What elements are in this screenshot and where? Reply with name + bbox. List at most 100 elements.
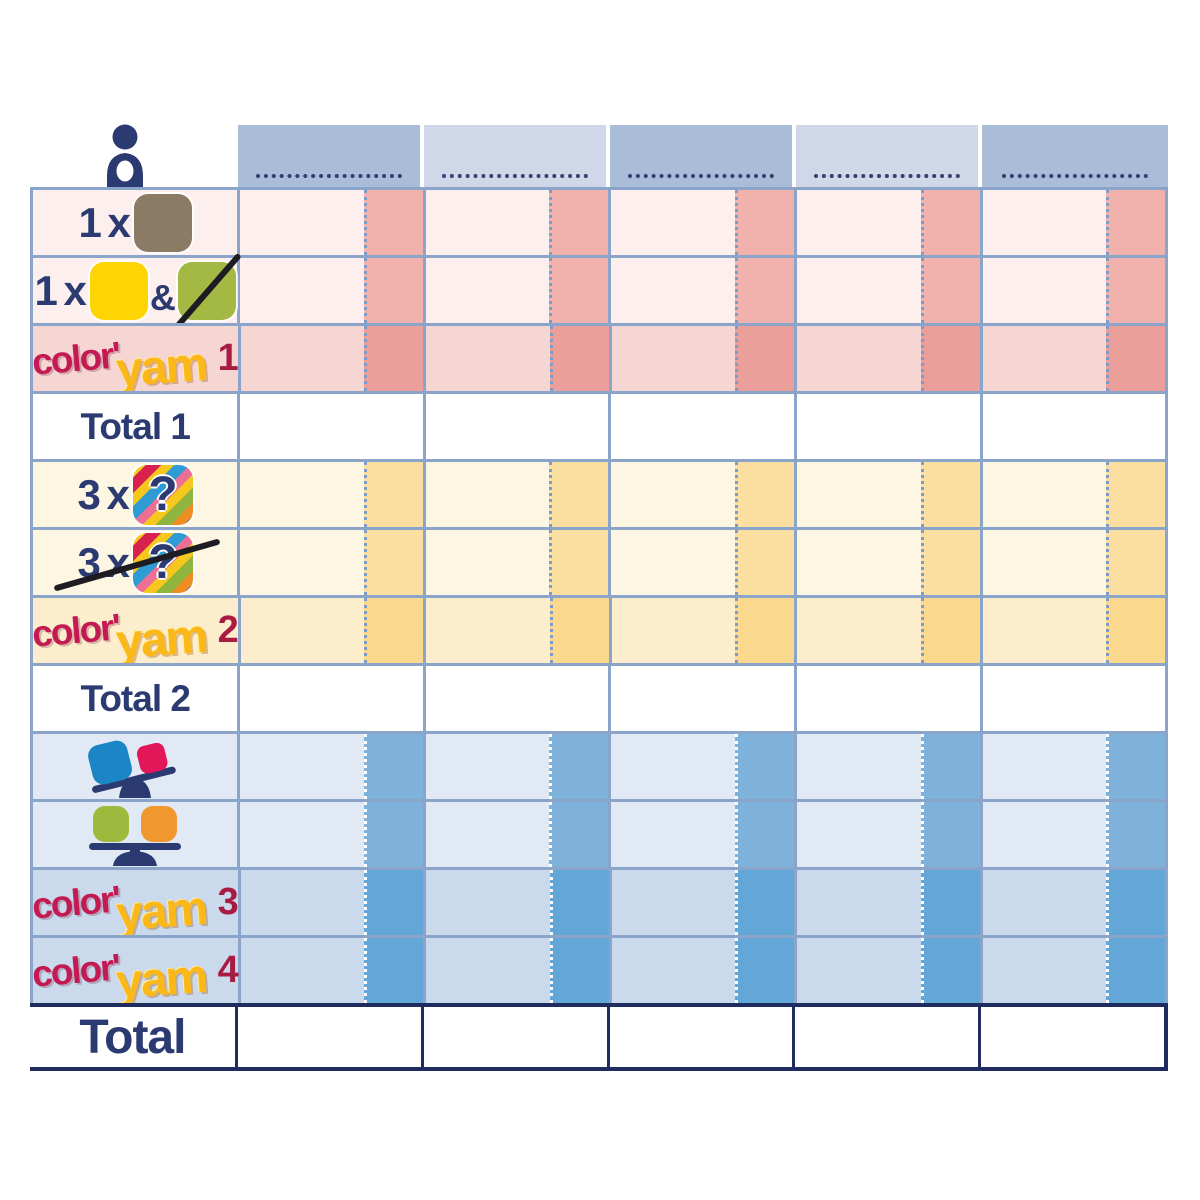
score-cell[interactable] [794,258,980,323]
score-cell[interactable] [423,326,609,391]
row-coloryam-1: color' yam 1 [30,323,1168,397]
score-stripe [735,598,795,663]
logo-number: 4 [217,949,239,991]
score-cell[interactable] [794,598,980,663]
score-area [240,190,364,255]
score-cell[interactable] [794,530,980,595]
score-cell[interactable] [979,462,1166,527]
score-stripe [1106,938,1166,1003]
row-label: 3 x ? [33,530,238,595]
score-stripe [920,870,980,935]
score-cell[interactable] [238,938,424,1003]
row-label: Total 2 [33,666,238,731]
score-cell[interactable] [608,598,795,663]
score-cell[interactable] [608,258,794,323]
score-cell[interactable] [422,802,609,867]
score-stripe [1106,530,1166,595]
total-cell[interactable] [420,1007,607,1067]
score-cell[interactable] [423,870,609,935]
logo-color-part: color' [30,333,122,383]
score-area [241,938,365,1003]
score-cell[interactable] [979,258,1166,323]
score-cell[interactable] [608,326,795,391]
score-cell[interactable] [422,258,609,323]
score-cell[interactable] [237,530,423,595]
total-cell[interactable] [979,394,1166,459]
score-area [797,734,921,799]
player-name-field[interactable] [796,125,978,187]
total-cell[interactable] [606,1007,793,1067]
score-cell[interactable] [608,734,794,799]
score-area [982,870,1107,935]
score-cell[interactable] [608,802,794,867]
score-cell[interactable] [237,734,423,799]
row-balanced-scale [30,799,1168,867]
score-area [797,802,921,867]
row-label [33,734,238,799]
name-write-line [256,174,402,178]
score-cell[interactable] [979,802,1166,867]
total-cell[interactable] [794,394,980,459]
score-cell[interactable] [423,598,609,663]
score-cell[interactable] [238,326,424,391]
total-cell[interactable] [237,394,423,459]
score-cell[interactable] [794,870,980,935]
score-cell[interactable] [238,870,424,935]
score-area [982,258,1107,323]
score-cell[interactable] [608,462,794,527]
score-cell[interactable] [237,802,423,867]
total-cell[interactable] [978,1007,1165,1067]
score-cell[interactable] [608,190,794,255]
score-cell[interactable] [794,190,980,255]
row-one-yellow-not-green: 1 x & [30,252,1168,329]
total-cell[interactable] [608,394,794,459]
row-coloryam-2: color' yam 2 [30,595,1168,669]
score-cell[interactable] [608,938,795,1003]
score-cell[interactable] [422,190,609,255]
total-cell[interactable] [608,666,794,731]
player-name-field[interactable] [238,125,420,187]
score-cell[interactable] [237,462,423,527]
total-cell[interactable] [794,666,980,731]
score-area [982,938,1107,1003]
player-name-field[interactable] [610,125,792,187]
total-cell[interactable] [234,1007,421,1067]
name-write-line [442,174,588,178]
score-cell[interactable] [423,938,609,1003]
total-cell[interactable] [422,666,609,731]
score-cell[interactable] [237,258,423,323]
score-area [611,734,735,799]
score-cell[interactable] [794,802,980,867]
score-cell[interactable] [422,734,609,799]
score-cell[interactable] [794,938,980,1003]
row-label: Total 1 [33,394,238,459]
row-label: 1 x [33,190,238,255]
score-cell[interactable] [979,530,1166,595]
player-name-field[interactable] [424,125,606,187]
strike-line [174,252,242,329]
player-name-field[interactable] [982,125,1168,187]
score-cell[interactable] [608,870,795,935]
score-cell[interactable] [794,326,980,391]
total-cell[interactable] [237,666,423,731]
score-cell[interactable] [979,870,1166,935]
score-cell[interactable] [794,734,980,799]
score-stripe [1106,870,1166,935]
row-label: color' yam 2 [31,598,239,669]
score-cell[interactable] [979,598,1166,663]
score-cell[interactable] [422,530,609,595]
score-cell[interactable] [237,190,423,255]
logo-number: 1 [217,337,239,379]
total-cell[interactable] [422,394,609,459]
score-cell[interactable] [979,190,1166,255]
score-cell[interactable] [608,530,794,595]
score-cell[interactable] [979,938,1166,1003]
total-cell[interactable] [792,1007,979,1067]
total-cell[interactable] [979,666,1166,731]
score-cell[interactable] [422,462,609,527]
score-cell[interactable] [794,462,980,527]
score-cell[interactable] [979,734,1166,799]
score-cell[interactable] [238,598,424,663]
score-cell[interactable] [979,326,1166,391]
coloryam-logo: color' yam 2 [31,603,239,669]
